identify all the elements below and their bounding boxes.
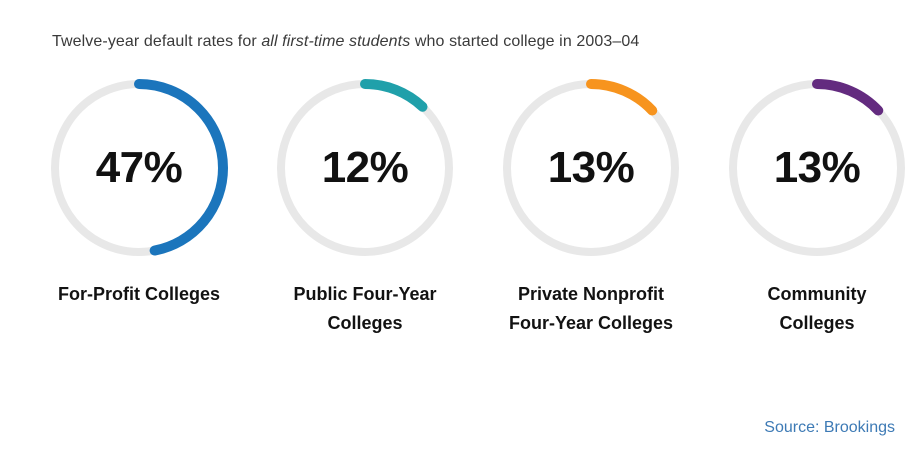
donut-arc	[50, 79, 228, 257]
donut-column: 47% For-Profit Colleges	[26, 76, 252, 338]
donut-ring-svg	[276, 79, 454, 257]
chart-title: Twelve-year default rates for all first-…	[52, 33, 639, 51]
donut-row: 47% For-Profit Colleges 12% Public Four-Yea…	[26, 76, 917, 338]
source-credit: Source: Brookings	[764, 419, 895, 436]
donut-column: 13% Private Nonprofit Four-Year Colleges	[478, 76, 704, 338]
donut-ring-svg	[728, 79, 906, 257]
donut-label: Community Colleges	[767, 284, 867, 333]
donut-chart: 13%	[499, 76, 683, 260]
chart-title-suffix: who started college in 2003–04	[410, 33, 640, 50]
donut-arc	[502, 79, 680, 257]
donut-label: Public Four-Year Colleges	[293, 284, 437, 333]
donut-percent-value: 47%	[95, 143, 183, 192]
donut-arc	[276, 79, 454, 257]
donut-label: For-Profit Colleges	[57, 284, 220, 304]
donut-ring-svg	[50, 79, 228, 257]
donut-chart: 13%	[725, 76, 909, 260]
donut-percent-value: 13%	[773, 143, 861, 192]
donut-ring-svg	[502, 79, 680, 257]
chart-title-prefix: Twelve-year default rates for	[52, 33, 262, 50]
donut-column: 12% Public Four-Year Colleges	[252, 76, 478, 338]
donut-arc	[728, 79, 906, 257]
donut-label: Private Nonprofit Four-Year Colleges	[508, 284, 674, 333]
donut-chart: 12%	[273, 76, 457, 260]
chart-title-emphasis: all first-time students	[261, 33, 411, 50]
donut-chart: 47%	[47, 76, 231, 260]
donut-percent-value: 13%	[547, 143, 635, 192]
donut-column: 13% Community Colleges	[704, 76, 917, 338]
donut-percent-value: 12%	[321, 143, 409, 192]
